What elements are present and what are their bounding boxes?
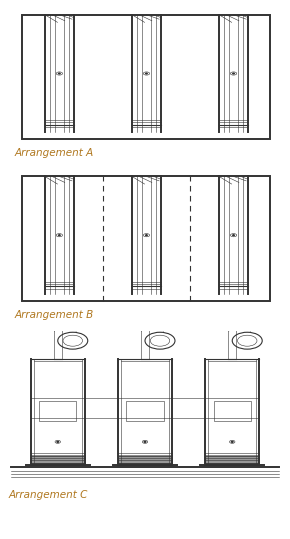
- Text: Arrangement A: Arrangement A: [14, 148, 94, 158]
- Bar: [30, 456, 85, 462]
- Text: Arrangement C: Arrangement C: [9, 490, 88, 500]
- Bar: [214, 400, 251, 420]
- Bar: [118, 456, 172, 462]
- Bar: [205, 456, 260, 462]
- Circle shape: [233, 73, 234, 74]
- Circle shape: [146, 73, 147, 74]
- Circle shape: [231, 441, 233, 443]
- Bar: [39, 400, 76, 420]
- Text: Arrangement B: Arrangement B: [14, 310, 94, 320]
- Circle shape: [59, 235, 60, 236]
- Circle shape: [146, 235, 147, 236]
- Circle shape: [59, 73, 60, 74]
- Circle shape: [233, 235, 234, 236]
- Circle shape: [144, 441, 146, 443]
- Bar: [126, 400, 164, 420]
- Circle shape: [57, 441, 59, 443]
